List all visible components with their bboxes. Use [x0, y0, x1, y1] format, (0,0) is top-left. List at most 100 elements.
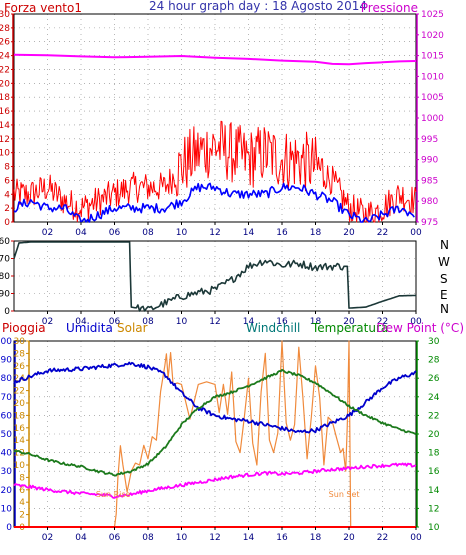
p3-xtick-label-22: 22	[377, 533, 388, 543]
wind-direction-panel: 0 90 180 270 360 02 04 06 08 10 12 14 16 18 20 22 00	[0, 237, 422, 327]
p3-xtick-label-20: 20	[343, 533, 355, 543]
pressure-ytick-label-1025: 1025	[421, 10, 444, 20]
humidity-ytick-label-60: 60	[1, 411, 13, 421]
temp-ytick-label-26: 26	[428, 374, 440, 384]
dew-point-line	[13, 462, 417, 499]
wind-average-line	[13, 182, 415, 223]
p2-xtick-label-22: 22	[377, 317, 388, 327]
wind-ytick-label-24: 24	[0, 52, 10, 62]
solar-ytick-label-14: 14	[14, 436, 26, 446]
legend-temperatura: Temperatura	[311, 321, 388, 335]
wind-ytick-label-12: 12	[0, 135, 10, 145]
direction-label-w: W	[438, 255, 450, 269]
p1-xtick-label-22: 22	[377, 228, 388, 238]
direction-label-s: S	[440, 272, 448, 286]
pressure-line	[13, 53, 417, 66]
temp-ytick-label-16: 16	[428, 467, 440, 477]
p2-xtick-label-06: 06	[109, 317, 121, 327]
p2-xtick-label-12: 12	[209, 317, 220, 327]
wind-ytick-label-28: 28	[0, 24, 10, 34]
p1-xtick-label-06: 06	[109, 228, 121, 238]
wind-ytick-label-4: 4	[4, 190, 10, 200]
direction-ytick-label-90: 90	[0, 290, 10, 300]
p3-xtick-label-04: 04	[75, 533, 87, 543]
temp-ytick-label-30: 30	[428, 337, 440, 347]
p1-xtick-label-02: 02	[42, 228, 53, 238]
p2-xtick-label-02: 02	[42, 317, 53, 327]
wind-ytick-label-22: 22	[0, 65, 10, 75]
p1-xtick-label-12: 12	[209, 228, 220, 238]
temp-ytick-label-12: 12	[428, 504, 439, 514]
p1-xtick-label-20: 20	[343, 228, 355, 238]
humidity-ytick-label-70: 70	[1, 393, 13, 403]
p2-xtick-label-20: 20	[343, 317, 355, 327]
solar-ytick-label-2: 2	[19, 511, 25, 521]
wind-axis-title: Forza vento1	[4, 1, 82, 15]
p1-xtick-label-10: 10	[176, 228, 188, 238]
pressure-ytick-label-995: 995	[421, 135, 438, 145]
solar-ytick-label-24: 24	[14, 374, 26, 384]
wind-ytick-label-2: 2	[4, 204, 10, 214]
wind-pressure-panel: 0246810121416182022242628309759809859909…	[0, 10, 444, 238]
p3-xtick-label-10: 10	[176, 533, 188, 543]
solar-ytick-label-10: 10	[14, 461, 26, 471]
wind-ytick-label-8: 8	[4, 163, 10, 173]
p1-xtick-label-14: 14	[243, 228, 255, 238]
temperature-line	[13, 368, 417, 477]
solar-ytick-label-20: 20	[14, 399, 26, 409]
solar-ytick-label-12: 12	[14, 449, 25, 459]
temp-ytick-label-14: 14	[428, 486, 440, 496]
legend-windchill: Windchill	[246, 321, 300, 335]
pressure-ytick-label-975: 975	[421, 218, 438, 228]
humidity-temperature-panel: 0102030405060708090100024681012141618202…	[0, 337, 440, 543]
p3-xtick-label-18: 18	[310, 533, 322, 543]
pressure-ytick-label-990: 990	[421, 156, 438, 166]
p2-xtick-label-18: 18	[310, 317, 322, 327]
humidity-ytick-label-50: 50	[1, 430, 13, 440]
legend-solar: Solar	[117, 321, 148, 335]
humidity-ytick-label-80: 80	[1, 374, 13, 384]
p2-xtick-label-14: 14	[243, 317, 255, 327]
p1-xtick-label-16: 16	[276, 228, 288, 238]
direction-ytick-label-270: 270	[0, 255, 10, 265]
p3-xtick-label-12: 12	[209, 533, 220, 543]
temp-ytick-label-24: 24	[428, 393, 440, 403]
pressure-ytick-label-1005: 1005	[421, 93, 444, 103]
chart-title: 24 hour graph day : 18 Agosto 2014	[149, 0, 367, 13]
solar-ytick-label-6: 6	[19, 486, 25, 496]
humidity-ytick-label-100: 100	[0, 337, 12, 347]
sunrise-label: Sun Rise	[96, 490, 131, 499]
pressure-ytick-label-985: 985	[421, 176, 438, 186]
wind-ytick-label-6: 6	[4, 176, 10, 186]
wind-ytick-label-16: 16	[0, 107, 10, 117]
wind-ytick-label-0: 0	[4, 218, 10, 228]
p1-xtick-label-00: 00	[410, 228, 422, 238]
p3-xtick-label-08: 08	[142, 533, 154, 543]
pressure-ytick-label-1000: 1000	[421, 114, 444, 124]
p3-xtick-label-06: 06	[109, 533, 121, 543]
wind-ytick-label-26: 26	[0, 38, 10, 48]
p2-xtick-label-10: 10	[176, 317, 188, 327]
humidity-ytick-label-30: 30	[1, 467, 13, 477]
humidity-ytick-label-40: 40	[1, 449, 13, 459]
wind-ytick-label-20: 20	[0, 79, 10, 89]
humidity-ytick-label-90: 90	[1, 356, 13, 366]
wind-direction-line	[13, 241, 417, 312]
humidity-ytick-label-0: 0	[6, 523, 12, 533]
pressure-axis-title: Pressione	[361, 1, 418, 15]
p1-xtick-label-04: 04	[75, 228, 87, 238]
direction-ytick-label-360: 360	[0, 237, 10, 247]
p3-xtick-label-16: 16	[276, 533, 288, 543]
p2-xtick-label-04: 04	[75, 317, 87, 327]
p3-xtick-label-14: 14	[243, 533, 255, 543]
wind-ytick-label-14: 14	[0, 121, 10, 131]
p2-xtick-label-16: 16	[276, 317, 288, 327]
temp-ytick-label-20: 20	[428, 430, 440, 440]
pressure-ytick-label-1010: 1010	[421, 72, 444, 82]
legend-pioggia: Pioggia	[2, 321, 46, 335]
sunset-label: Sun Set	[329, 490, 360, 499]
direction-ytick-label-0: 0	[4, 307, 10, 317]
legend-dew-point: Dew Point (°C)	[376, 321, 464, 335]
solar-ytick-label-26: 26	[14, 362, 26, 372]
